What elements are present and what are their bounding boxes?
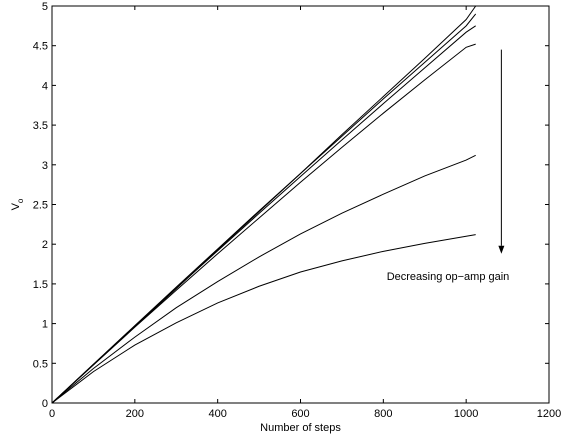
series-line <box>51 43 476 404</box>
y-tick-label: 3.5 <box>33 120 48 132</box>
y-tick-label: 3 <box>42 160 48 172</box>
tick-marks <box>51 5 550 404</box>
series-line <box>51 234 476 404</box>
y-tick-label: 1.5 <box>33 279 48 291</box>
annotation-arrow-head <box>498 245 505 254</box>
y-tick-label: 2.5 <box>33 200 48 212</box>
y-axis-label-subscript: o <box>16 198 25 203</box>
x-tick-label: 200 <box>126 408 144 420</box>
x-tick-labels: 0 200 400 600 800 1000 1200 <box>49 408 561 420</box>
series-lines <box>51 5 477 404</box>
y-tick-label: 0 <box>42 398 48 410</box>
y-tick-label: 0.5 <box>33 358 48 370</box>
y-tick-label: 5 <box>42 1 48 13</box>
y-tick-label: 4.5 <box>33 41 48 53</box>
annotation-text: Decreasing op−amp gain <box>387 271 510 283</box>
y-axis-label: Vo <box>10 198 25 210</box>
series-line <box>51 25 476 404</box>
x-tick-label: 0 <box>49 408 55 420</box>
x-tick-label: 1200 <box>537 408 561 420</box>
x-tick-label: 400 <box>208 408 226 420</box>
x-tick-label: 600 <box>291 408 309 420</box>
series-line <box>51 154 476 404</box>
x-tick-label: 1000 <box>454 408 478 420</box>
y-axis-label-main: V <box>10 202 22 210</box>
y-tick-label: 4 <box>42 80 48 92</box>
x-axis-label: Number of steps <box>260 422 341 434</box>
x-tick-label: 800 <box>374 408 392 420</box>
y-tick-label: 1 <box>42 319 48 331</box>
y-tick-label: 2 <box>42 239 48 251</box>
y-tick-labels: 0 0.5 1 1.5 2 2.5 3 3.5 4 4.5 5 <box>33 1 48 410</box>
